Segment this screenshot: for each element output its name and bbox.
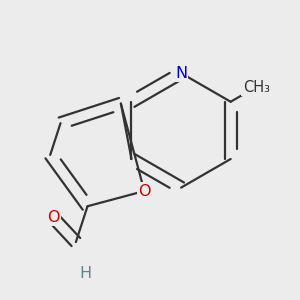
Text: O: O <box>138 184 151 199</box>
Text: CH₃: CH₃ <box>243 80 270 94</box>
Text: O: O <box>47 210 59 225</box>
Text: N: N <box>175 66 187 81</box>
Text: H: H <box>80 266 92 280</box>
